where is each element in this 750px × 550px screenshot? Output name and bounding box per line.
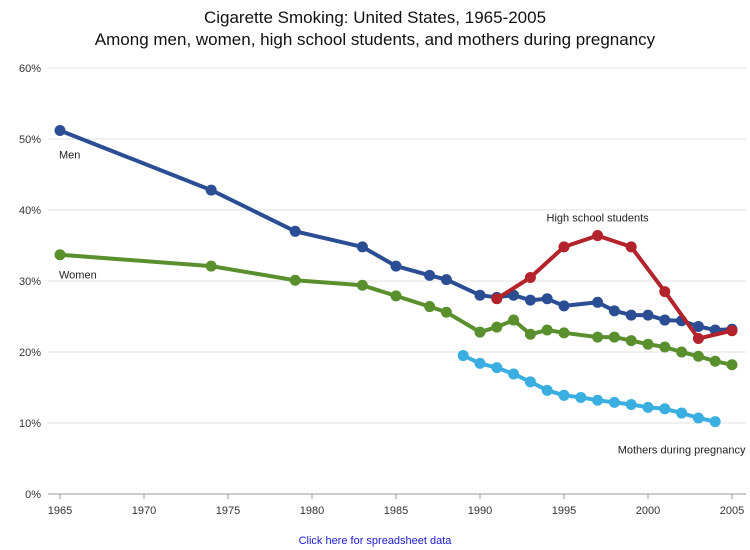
y-tick-label: 50% xyxy=(19,134,41,146)
data-point-mothers-during-pregnancy xyxy=(541,384,553,396)
chart-subtitle: Among men, women, high school students, … xyxy=(94,30,656,49)
data-point-men xyxy=(474,289,486,301)
data-point-mothers-during-pregnancy xyxy=(558,389,570,401)
data-point-men xyxy=(659,314,671,326)
data-point-men xyxy=(390,260,402,272)
x-tick-label: 1970 xyxy=(132,505,156,517)
data-point-women xyxy=(390,290,402,302)
data-point-women xyxy=(659,341,671,353)
data-point-women xyxy=(440,306,452,318)
data-point-men xyxy=(424,269,436,281)
y-tick-label: 40% xyxy=(19,205,41,217)
data-point-mothers-during-pregnancy xyxy=(625,399,637,411)
data-point-men xyxy=(289,225,301,237)
data-point-women xyxy=(54,249,66,261)
data-point-men xyxy=(508,289,520,301)
data-point-men xyxy=(440,274,452,286)
data-point-high-school-students xyxy=(592,230,604,242)
data-point-men xyxy=(608,305,620,317)
spreadsheet-data-link[interactable]: Click here for spreadsheet data xyxy=(298,535,452,547)
series-label-mothers-during-pregnancy: Mothers during pregnancy xyxy=(618,445,746,457)
data-point-women xyxy=(356,279,368,291)
data-point-mothers-during-pregnancy xyxy=(659,403,671,415)
x-tick-label: 1965 xyxy=(48,505,72,517)
data-point-men xyxy=(205,184,217,196)
y-tick-label: 60% xyxy=(19,63,41,75)
data-point-men xyxy=(642,309,654,321)
x-tick-label: 1980 xyxy=(300,505,324,517)
data-point-women xyxy=(726,359,738,371)
data-point-men xyxy=(541,293,553,305)
x-tick-label: 1990 xyxy=(468,505,492,517)
data-point-women xyxy=(474,326,486,338)
data-point-high-school-students xyxy=(558,241,570,253)
data-point-women xyxy=(541,324,553,336)
data-point-men xyxy=(524,294,536,306)
data-point-mothers-during-pregnancy xyxy=(508,368,520,380)
x-tick-label: 1995 xyxy=(552,505,576,517)
data-point-mothers-during-pregnancy xyxy=(575,391,587,403)
data-point-mothers-during-pregnancy xyxy=(592,394,604,406)
data-point-men xyxy=(625,309,637,321)
data-point-high-school-students xyxy=(625,241,637,253)
data-point-women xyxy=(558,327,570,339)
data-point-high-school-students xyxy=(726,325,738,337)
data-point-women xyxy=(625,335,637,347)
data-point-men xyxy=(592,296,604,308)
data-point-women xyxy=(524,328,536,340)
series-line-mothers-during-pregnancy xyxy=(461,353,718,424)
data-point-men xyxy=(356,241,368,253)
data-point-high-school-students xyxy=(491,293,503,305)
y-tick-label: 20% xyxy=(19,347,41,359)
series-line-men xyxy=(58,128,734,332)
x-tick-label: 2000 xyxy=(636,505,660,517)
data-point-mothers-during-pregnancy xyxy=(524,376,536,388)
data-point-women xyxy=(676,346,688,358)
data-point-mothers-during-pregnancy xyxy=(676,407,688,419)
x-tick-label: 1975 xyxy=(216,505,240,517)
data-point-women xyxy=(592,331,604,343)
data-point-women xyxy=(491,321,503,333)
series-line-women xyxy=(58,252,734,367)
series-label-men: Men xyxy=(59,149,80,161)
series-line-high-school-students xyxy=(494,233,734,341)
data-point-women xyxy=(424,301,436,313)
y-tick-label: 0% xyxy=(25,489,41,501)
data-point-high-school-students xyxy=(692,333,704,345)
data-point-mothers-during-pregnancy xyxy=(709,416,721,428)
data-point-men xyxy=(54,124,66,136)
data-point-mothers-during-pregnancy xyxy=(608,396,620,408)
data-point-men xyxy=(558,300,570,312)
data-point-women xyxy=(289,274,301,286)
chart-title: Cigarette Smoking: United States, 1965-2… xyxy=(203,8,547,27)
x-tick-label: 1985 xyxy=(384,505,408,517)
data-point-mothers-during-pregnancy xyxy=(474,357,486,369)
series-label-high-school-students: High school students xyxy=(547,213,650,225)
data-point-women xyxy=(508,314,520,326)
data-point-women xyxy=(709,355,721,367)
data-point-mothers-during-pregnancy xyxy=(692,412,704,424)
data-point-mothers-during-pregnancy xyxy=(457,350,469,362)
x-tick-label: 2005 xyxy=(720,505,744,517)
data-point-mothers-during-pregnancy xyxy=(491,362,503,374)
data-point-men xyxy=(692,320,704,332)
y-tick-label: 30% xyxy=(19,276,41,288)
data-point-mothers-during-pregnancy xyxy=(642,401,654,413)
data-point-women xyxy=(608,331,620,343)
data-point-high-school-students xyxy=(659,286,671,298)
series-label-women: Women xyxy=(59,270,97,282)
data-point-high-school-students xyxy=(524,271,536,283)
y-tick-label: 10% xyxy=(19,418,41,430)
data-point-women xyxy=(642,338,654,350)
data-point-women xyxy=(205,260,217,272)
data-point-women xyxy=(692,350,704,362)
